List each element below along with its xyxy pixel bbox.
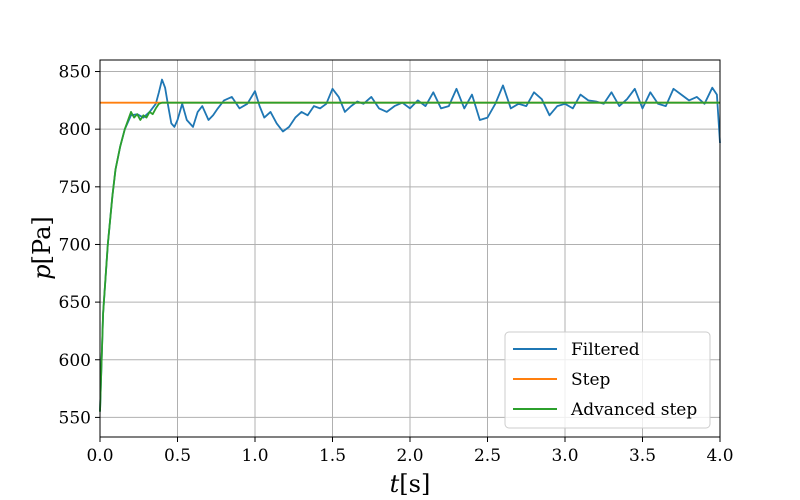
legend: Filtered Step Advanced step (504, 331, 711, 429)
series-line-advanced-step (99, 101, 720, 412)
series-layer (99, 78, 721, 412)
x-tick-label: 1.0 (241, 446, 268, 466)
legend-box (504, 331, 711, 429)
ticks: 0.0 0.5 1.0 1.5 2.0 2.5 3.0 3.5 4.0 550 600 650 700 7… (59, 63, 734, 466)
x-tick-label: 3.5 (629, 446, 656, 466)
x-tick-label: 2.0 (396, 446, 423, 466)
legend-label-step: Step (571, 370, 611, 390)
legend-label-filtered: Filtered (571, 340, 640, 360)
y-tick-label: 550 (59, 408, 91, 428)
x-tick-label: 1.5 (319, 446, 346, 466)
x-tick-label: 4.0 (706, 446, 733, 466)
y-tick-label: 650 (59, 293, 91, 313)
y-tick-label: 600 (59, 351, 91, 371)
y-tick-label: 750 (59, 178, 91, 198)
y-tick-label: 800 (59, 120, 91, 140)
series-line-filtered (99, 78, 721, 412)
x-axis-label: t[s] (390, 470, 431, 498)
y-tick-label: 700 (59, 235, 91, 255)
y-tick-label: 850 (59, 63, 91, 83)
y-axis-label: p[Pa] (28, 216, 56, 279)
x-tick-label: 0.0 (86, 446, 113, 466)
x-tick-label: 2.5 (474, 446, 501, 466)
x-tick-label: 0.5 (164, 446, 191, 466)
legend-label-advanced-step: Advanced step (570, 400, 697, 420)
x-tick-label: 3.0 (551, 446, 578, 466)
